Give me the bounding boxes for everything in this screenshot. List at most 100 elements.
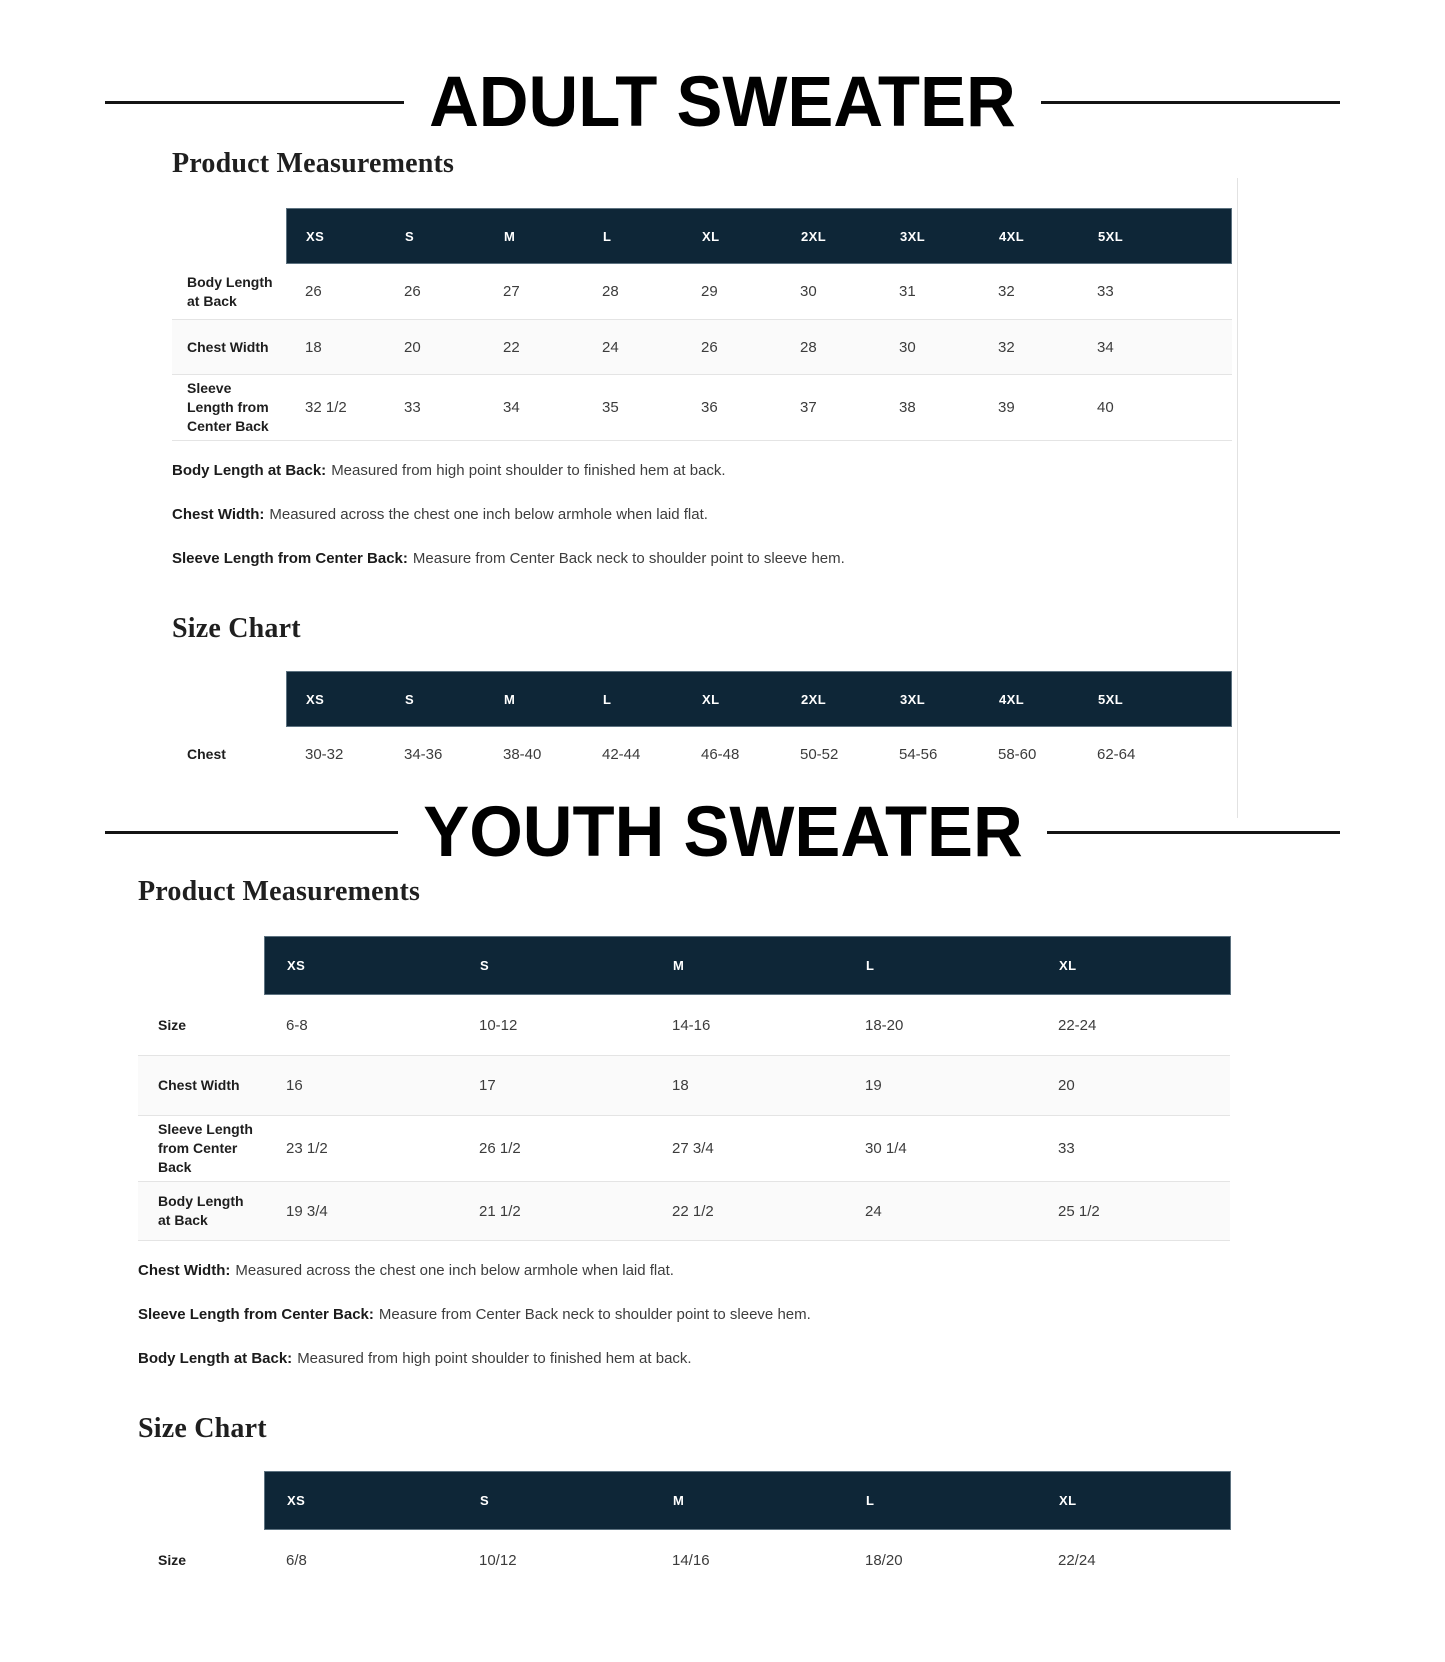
note-line: Sleeve Length from Center Back: Measure f… <box>138 1305 1230 1325</box>
row-label: Chest <box>187 746 226 762</box>
title-rule-left <box>105 100 405 104</box>
size-header-cell: L <box>603 691 612 707</box>
value-cell: 25 1/2 <box>1058 1202 1100 1220</box>
value-cell: 26 1/2 <box>479 1140 521 1157</box>
size-header-band: XS S M L XL 2XL 3XL 4XL 5XL <box>286 208 1232 264</box>
size-header-cell: XL <box>1059 958 1077 973</box>
youth-section-title-row: YOUTH SWEATER <box>105 796 1340 868</box>
size-header-cell: 2XL <box>801 228 827 244</box>
note-term: Sleeve Length from Center Back: <box>138 1306 374 1323</box>
value-cell: 33 <box>404 399 421 416</box>
row-label: Size <box>158 1016 187 1033</box>
value-cell: 14/16 <box>672 1551 710 1569</box>
youth-product-measurements-table: XS S M L XL Size 6-8 10-12 14-16 18-20 2… <box>138 936 1231 1241</box>
value-cell: 26 <box>305 283 322 300</box>
youth-section-title: YOUTH SWEATER <box>422 792 1023 872</box>
size-header-cell: XS <box>287 958 306 973</box>
adult-panel-right-border <box>1237 178 1238 818</box>
value-cell: 26 <box>701 338 718 356</box>
youth-product-measurements-heading: Product Measurements <box>138 876 421 907</box>
value-cell: 14-16 <box>672 1016 711 1034</box>
note-text: Measure from Center Back neck to shoulde… <box>412 550 845 567</box>
adult-section-title-row: ADULT SWEATER <box>105 66 1340 138</box>
table-row: Chest Width 16 17 18 19 20 <box>138 1055 1230 1115</box>
value-cell: 18 <box>672 1077 689 1094</box>
size-header-cell: XL <box>702 228 720 244</box>
size-header-cell: 4XL <box>999 691 1025 707</box>
table-header-row: XS S M L XL 2XL 3XL 4XL 5XL <box>172 671 1232 727</box>
value-cell: 32 <box>998 338 1015 356</box>
table-row: Sleeve Length from Center Back 23 1/2 26… <box>138 1115 1230 1181</box>
value-cell: 20 <box>1058 1077 1075 1094</box>
note-term: Body Length at Back: <box>138 1350 293 1367</box>
value-cell: 32 1/2 <box>305 399 347 416</box>
row-label: Body Length at Back <box>187 273 273 309</box>
value-cell: 33 <box>1097 283 1114 300</box>
value-cell: 17 <box>479 1077 496 1094</box>
table-row: Sleeve Length from Center Back 32 1/2 33… <box>172 374 1232 441</box>
note-term: Body Length at Back: <box>172 462 327 479</box>
size-header-cell: 5XL <box>1098 228 1124 244</box>
value-cell: 21 1/2 <box>479 1202 521 1220</box>
size-header-cell: M <box>504 228 516 244</box>
value-cell: 34 <box>503 399 520 416</box>
value-cell: 32 <box>998 283 1015 300</box>
adult-size-chart-table: XS S M L XL 2XL 3XL 4XL 5XL Chest 30-32 … <box>172 671 1232 782</box>
value-cell: 30 <box>899 338 916 356</box>
value-cell: 18-20 <box>865 1016 904 1034</box>
table-header-row: XS S M L XL <box>138 936 1231 995</box>
table-header-row: XS S M L XL <box>138 1471 1231 1530</box>
value-cell: 28 <box>800 338 817 356</box>
value-cell: 62-64 <box>1097 746 1136 763</box>
title-rule-right <box>1047 830 1340 834</box>
table-row: Size 6/8 10/12 14/16 18/20 22/24 <box>138 1530 1230 1590</box>
title-rule-right <box>1040 100 1340 104</box>
value-cell: 23 1/2 <box>286 1140 328 1157</box>
adult-product-measurements-heading: Product Measurements <box>172 148 455 179</box>
adult-measurement-notes: Body Length at Back: Measured from high p… <box>172 461 1232 569</box>
size-header-band: XS S M L XL <box>264 936 1231 995</box>
note-text: Measure from Center Back neck to shoulde… <box>378 1306 811 1323</box>
size-header-cell: S <box>480 958 490 973</box>
youth-size-chart-heading: Size Chart <box>138 1413 267 1444</box>
value-cell: 29 <box>701 283 718 300</box>
size-header-cell: XS <box>287 1493 306 1508</box>
value-cell: 28 <box>602 283 619 300</box>
value-cell: 10-12 <box>479 1016 518 1034</box>
adult-product-measurements-table: XS S M L XL 2XL 3XL 4XL 5XL Body Length … <box>172 208 1232 441</box>
value-cell: 38 <box>899 399 916 416</box>
size-header-cell: 3XL <box>900 691 926 707</box>
size-header-cell: L <box>866 958 875 973</box>
value-cell: 34 <box>1097 338 1114 356</box>
value-cell: 42-44 <box>602 746 641 763</box>
size-header-cell: XS <box>306 691 325 707</box>
size-header-cell: 5XL <box>1098 691 1124 707</box>
note-line: Body Length at Back: Measured from high p… <box>172 461 1232 481</box>
value-cell: 39 <box>998 399 1015 416</box>
value-cell: 50-52 <box>800 746 839 763</box>
note-term: Chest Width: <box>172 506 265 523</box>
adult-size-chart-heading: Size Chart <box>172 613 301 644</box>
size-header-cell: S <box>405 228 415 244</box>
row-label: Chest Width <box>187 338 269 355</box>
value-cell: 30-32 <box>305 746 344 763</box>
youth-size-chart-table: XS S M L XL Size 6/8 10/12 14/16 18/20 2… <box>138 1471 1231 1590</box>
value-cell: 24 <box>865 1202 882 1220</box>
row-label: Sleeve Length from Center Back <box>158 1121 253 1175</box>
table-row: Chest Width 18 20 22 24 26 28 30 32 34 <box>172 319 1232 374</box>
table-row: Size 6-8 10-12 14-16 18-20 22-24 <box>138 995 1230 1055</box>
adult-section-body: Product Measurements XS S M L XL 2XL 3XL… <box>172 138 1232 782</box>
row-label: Sleeve Length from Center Back <box>187 380 269 434</box>
note-line: Body Length at Back: Measured from high p… <box>138 1349 1230 1369</box>
note-line: Sleeve Length from Center Back: Measure f… <box>172 549 1232 569</box>
title-rule-left <box>105 830 398 834</box>
note-text: Measured across the chest one inch below… <box>269 506 708 523</box>
table-header-row: XS S M L XL 2XL 3XL 4XL 5XL <box>172 208 1232 264</box>
table-row: Chest 30-32 34-36 38-40 42-44 46-48 50-5… <box>172 727 1232 782</box>
value-cell: 10/12 <box>479 1551 517 1569</box>
youth-measurement-notes: Chest Width: Measured across the chest on… <box>138 1261 1230 1369</box>
size-header-cell: M <box>673 958 685 973</box>
value-cell: 31 <box>899 283 916 300</box>
value-cell: 34-36 <box>404 746 443 763</box>
value-cell: 30 <box>800 283 817 300</box>
